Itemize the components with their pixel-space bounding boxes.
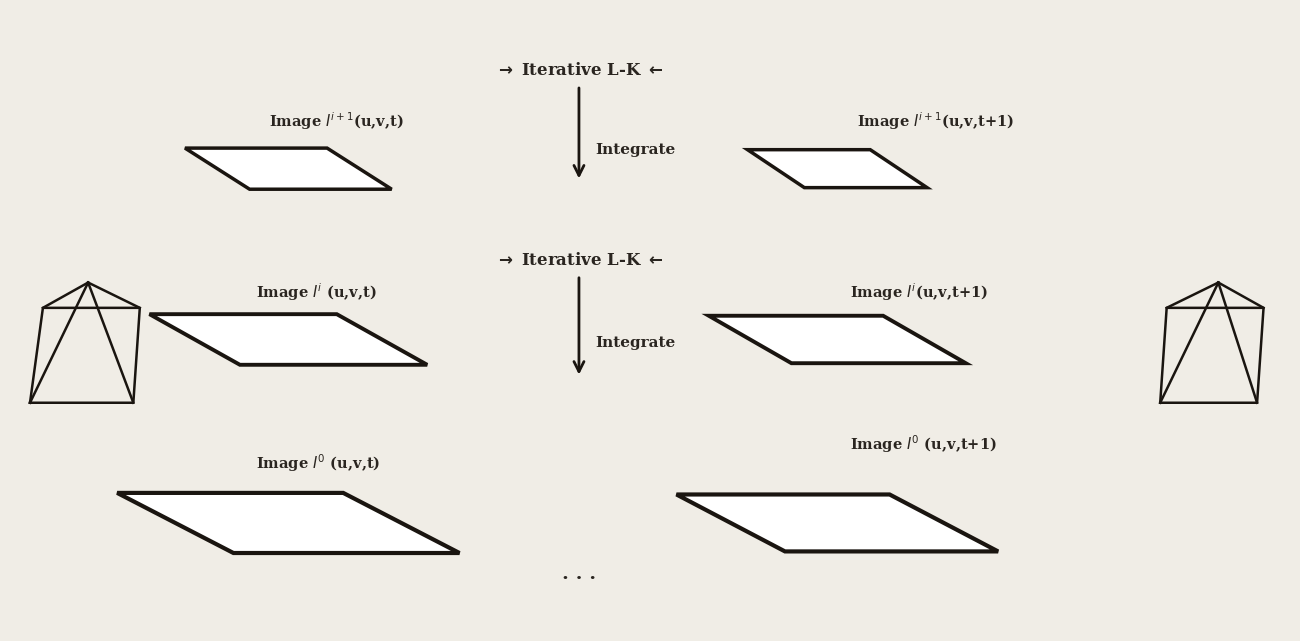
Text: $\boldsymbol{\rightarrow}$ Iterative L-K $\boldsymbol{\leftarrow}$: $\boldsymbol{\rightarrow}$ Iterative L-K… <box>494 62 663 79</box>
Text: Image $\mathit{I}^{i}$(u,v,t+1): Image $\mathit{I}^{i}$(u,v,t+1) <box>850 281 988 303</box>
Text: Image $\mathit{I}^{0}$ (u,v,t+1): Image $\mathit{I}^{0}$ (u,v,t+1) <box>850 433 997 454</box>
Text: $\boldsymbol{\rightarrow}$ Iterative L-K $\boldsymbol{\leftarrow}$: $\boldsymbol{\rightarrow}$ Iterative L-K… <box>494 252 663 269</box>
Polygon shape <box>150 314 428 365</box>
Text: Image $\mathit{I}^{0}$ (u,v,t): Image $\mathit{I}^{0}$ (u,v,t) <box>256 452 381 474</box>
Polygon shape <box>185 148 391 189</box>
Text: Integrate: Integrate <box>595 143 676 156</box>
Text: . . .: . . . <box>562 565 595 583</box>
Text: Image $\mathit{I}^{i+1}$(u,v,t+1): Image $\mathit{I}^{i+1}$(u,v,t+1) <box>857 110 1014 132</box>
Text: Image $\mathit{I}^{i}$ (u,v,t): Image $\mathit{I}^{i}$ (u,v,t) <box>256 281 377 303</box>
Polygon shape <box>117 493 459 553</box>
Text: Image $\mathit{I}^{i+1}$(u,v,t): Image $\mathit{I}^{i+1}$(u,v,t) <box>269 110 404 132</box>
Text: Integrate: Integrate <box>595 336 676 349</box>
Polygon shape <box>708 316 966 363</box>
Polygon shape <box>747 150 927 188</box>
Polygon shape <box>676 494 998 551</box>
